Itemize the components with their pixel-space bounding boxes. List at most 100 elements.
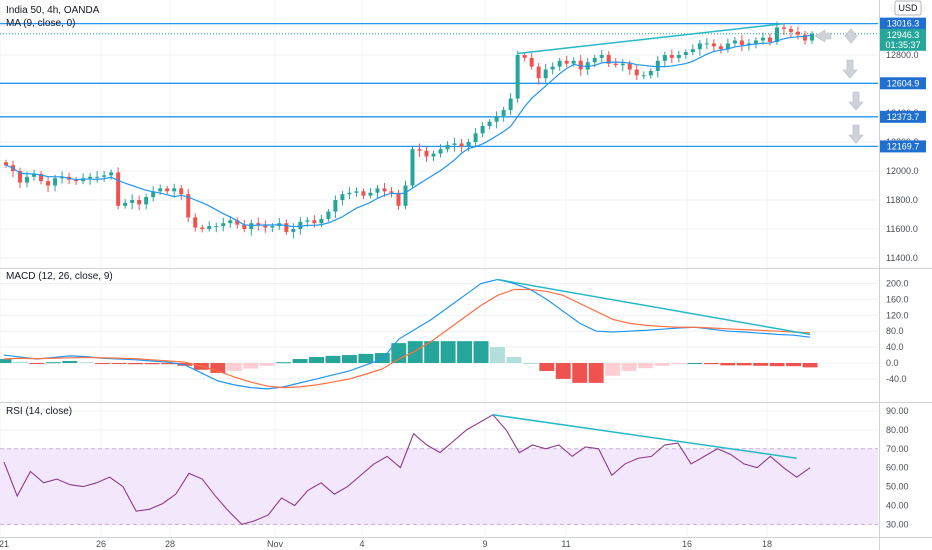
candle-body (270, 226, 275, 228)
macd-trendline-segment (497, 278, 811, 336)
horizontal-levels[interactable] (0, 22, 878, 148)
macd-histogram-bar (687, 363, 703, 364)
candle-body (179, 188, 184, 195)
candle-body (781, 27, 786, 29)
x-tick-label: 28 (165, 539, 175, 549)
candle-body (718, 46, 723, 50)
macd-histogram-bar (769, 363, 785, 367)
y-tick-label: 0.0 (886, 358, 899, 368)
rsi-trendline[interactable] (492, 414, 797, 459)
macd-histogram-bar (243, 363, 259, 369)
level-tag-text: 12373.7 (887, 112, 920, 122)
macd-histogram-bar (29, 363, 45, 364)
y-tick-label: 80.0 (886, 326, 904, 336)
candle-body (46, 181, 51, 186)
candle-body (389, 191, 394, 193)
macd-histogram-bar (62, 361, 78, 363)
candle-body (578, 60, 583, 70)
candle-body (732, 40, 737, 44)
candle-body (396, 192, 401, 206)
level-tag-text: 13016.3 (887, 19, 920, 29)
candle-body (207, 226, 212, 229)
candle-body (480, 126, 485, 134)
rsi-legend[interactable]: RSI (14, close) (6, 406, 72, 417)
macd-histogram-bar (0, 359, 12, 363)
candle-body (410, 149, 415, 186)
candle-body (116, 172, 121, 206)
candle-body (501, 110, 506, 116)
candle-body (459, 143, 464, 147)
macd-histogram-bar (621, 363, 637, 371)
candle-body (683, 52, 688, 55)
candle-body (123, 202, 128, 206)
macd-histogram-bar (128, 363, 144, 365)
projection-arrow (848, 91, 864, 111)
macd-histogram-bar (144, 363, 160, 365)
currency-button[interactable]: USD (894, 0, 922, 16)
time-axis[interactable]: 21 26 28 Nov 4 9 11 16 18 (0, 539, 772, 549)
candle-body (753, 40, 758, 44)
macd-histogram-bar (341, 355, 357, 363)
x-tick-label: 11 (561, 539, 570, 549)
candle-body (515, 55, 520, 99)
candle-body (305, 220, 310, 222)
candle-body (810, 33, 814, 41)
candle-body (746, 43, 751, 45)
level-tag-text: 12604.9 (887, 78, 920, 88)
projection-arrow (842, 59, 858, 79)
macd-histogram-bar (522, 363, 538, 364)
candle-body (172, 188, 177, 192)
projection-arrows[interactable] (814, 28, 864, 144)
candle-body (641, 75, 646, 77)
candle-body (193, 217, 198, 228)
macd-trendline[interactable] (497, 278, 811, 336)
level-tag (880, 77, 926, 90)
svg-text:USD: USD (898, 3, 918, 13)
candle-body (158, 188, 163, 192)
candle-body (102, 175, 107, 177)
candle-body (354, 191, 359, 193)
macd-legend[interactable]: MACD (12, 26, close, 9) (6, 271, 113, 282)
candle-body (312, 220, 317, 224)
candle-body (648, 70, 653, 76)
candlestick-series (4, 21, 814, 239)
macd-histogram-bar (210, 363, 226, 373)
macd-histogram-bar (753, 363, 769, 366)
candle-body (417, 149, 422, 151)
y-tick-label: 80.00 (886, 425, 909, 435)
candle-body (242, 224, 247, 229)
candle-body (704, 43, 709, 45)
y-tick-label: 90.00 (886, 406, 909, 416)
macd-histogram-bar (555, 363, 571, 379)
macd-histogram-bar (78, 362, 94, 364)
x-tick-label: 21 (0, 539, 9, 549)
price-trendline[interactable] (517, 22, 785, 55)
rsi-band-fill (0, 448, 878, 525)
price-axis[interactable]: 11400.011600.011800.012000.012200.012400… (886, 21, 919, 529)
ma-legend[interactable]: MA (9, close, 0) (6, 18, 75, 29)
candle-body (676, 55, 681, 58)
candle-body (634, 69, 639, 76)
x-tick-label: 26 (96, 539, 106, 549)
macd-histogram-bar (276, 362, 292, 364)
y-tick-label: 50.00 (886, 482, 909, 492)
rsi-line (3, 414, 811, 526)
macd-histogram-bar (457, 341, 473, 363)
macd-histogram-bar (292, 359, 308, 363)
y-tick-label: 70.00 (886, 444, 909, 454)
macd-histogram-bar (226, 363, 242, 371)
macd-histogram-bar (786, 363, 802, 367)
x-tick-label: 16 (682, 539, 692, 549)
level-tag-text: 12169.7 (887, 141, 920, 151)
candle-body (767, 37, 772, 42)
candle-body (347, 192, 352, 195)
candle-body (256, 223, 261, 225)
candle-body (438, 149, 443, 154)
candle-body (95, 176, 100, 178)
macd-histogram-bar (325, 355, 341, 363)
x-tick-label: Nov (267, 539, 284, 549)
macd-histogram-bar (720, 363, 736, 366)
macd-histogram-bar (259, 363, 275, 366)
